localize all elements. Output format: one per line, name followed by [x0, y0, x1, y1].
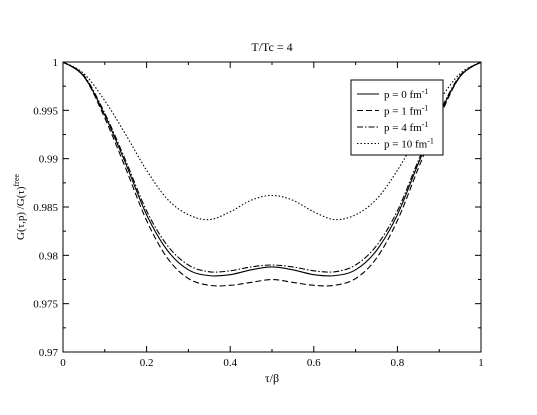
- x-tick-label: 0: [60, 357, 66, 369]
- legend-label: p = 1 fm-1: [384, 104, 428, 118]
- y-axis-label-main: G(τ,p) /G(τ): [15, 186, 27, 240]
- series-layer: [62, 61, 482, 287]
- y-tick-label: 0.98: [39, 250, 59, 262]
- x-axis-label: τ/β: [265, 371, 279, 385]
- legend: p = 0 fm-1 p = 1 fm-1 p = 4 fm-1 p = 10 fm-…: [350, 79, 444, 156]
- y-tick-label: 0.97: [39, 347, 59, 359]
- legend-label: p = 0 fm-1: [384, 87, 428, 101]
- series-line-0: [62, 61, 482, 277]
- legend-label: p = 10 fm-1: [384, 137, 434, 151]
- series-line-3: [62, 61, 482, 221]
- x-tick-label: 0.8: [391, 357, 405, 369]
- series-line-2: [62, 61, 482, 273]
- y-tick-label: 1: [53, 57, 59, 69]
- x-tick-label: 0.4: [223, 357, 237, 369]
- y-tick-label: 0.985: [33, 202, 58, 214]
- axis-ticks: 0 0.2 0.4 0.6 0.8 1 0.97 0.975 0.98 0.985 0.99 0.99…: [33, 57, 484, 369]
- y-tick-label: 0.995: [33, 105, 58, 117]
- chart-title: T/Tc = 4: [251, 40, 292, 54]
- x-tick-label: 0.6: [307, 357, 321, 369]
- y-axis-label: G(τ,p) /G(τ)free: [12, 174, 27, 240]
- y-axis-label-superscript: free: [12, 174, 21, 187]
- x-tick-label: 0.2: [140, 357, 154, 369]
- legend-label: p = 4 fm-1: [384, 120, 428, 134]
- legend-box: [350, 79, 444, 156]
- x-tick-label: 1: [478, 357, 484, 369]
- y-tick-label: 0.975: [33, 299, 58, 311]
- y-tick-label: 0.99: [39, 154, 59, 166]
